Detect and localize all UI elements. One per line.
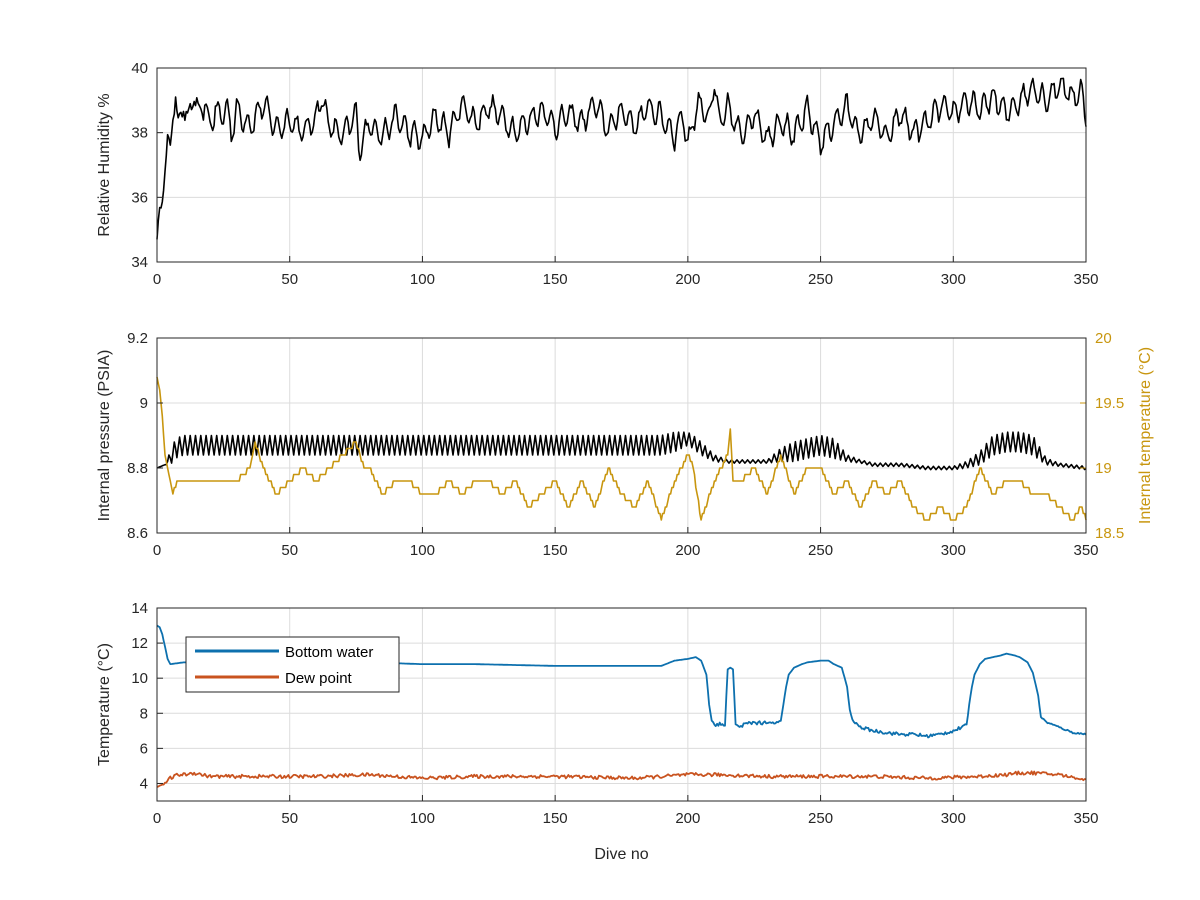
humidity-y-tick-label: 38 (131, 125, 148, 142)
pressure-x-tick-label: 100 (410, 542, 435, 559)
internal-temperature-line (156, 376, 1087, 521)
pressure-x-tick-label: 50 (281, 542, 298, 559)
humidity-x-tick-label: 0 (153, 271, 161, 288)
right-y-tick-label: 19.5 (1095, 395, 1124, 412)
pressure-x-tick-label: 200 (675, 542, 700, 559)
temperature-x-tick-label: 350 (1073, 810, 1098, 827)
humidity-x-tick-label: 150 (543, 271, 568, 288)
internal-temperature-y-axis-label: Internal temperature (°C) (1137, 347, 1154, 524)
pressure-y-tick-label: 8.8 (127, 460, 148, 477)
humidity-x-tick-label: 100 (410, 271, 435, 288)
legend-label-bottom-water: Bottom water (285, 644, 373, 661)
pressure-ticks: 0 50 100 150 200 250 300 350 8.6 8.8 9 9.2 18.5 19 19.… (127, 330, 1124, 559)
temperature-ticks: 0 50 100 150 200 250 300 350 4 6 8 10 12 14 (131, 600, 1098, 827)
humidity-x-tick-label: 350 (1073, 271, 1098, 288)
pressure-x-tick-label: 150 (543, 542, 568, 559)
humidity-series (156, 77, 1087, 240)
humidity-panel: 0 50 100 150 200 250 300 350 34 36 38 40 Relative H… (96, 60, 1099, 288)
right-y-tick-label: 20 (1095, 330, 1112, 347)
relative-humidity-line (156, 77, 1087, 240)
temperature-axes-box (156, 607, 1087, 802)
humidity-x-tick-label: 250 (808, 271, 833, 288)
pressure-series (156, 376, 1087, 521)
humidity-ticks: 0 50 100 150 200 250 300 350 34 36 38 40 (131, 60, 1098, 288)
temperature-x-tick-label: 0 (153, 810, 161, 827)
legend-box (185, 636, 400, 693)
pressure-x-tick-label: 250 (808, 542, 833, 559)
pressure-x-tick-label: 350 (1073, 542, 1098, 559)
humidity-y-axis-label: Relative Humidity % (96, 93, 113, 236)
temperature-y-axis-label: Temperature (°C) (96, 643, 113, 766)
pressure-x-tick-label: 300 (941, 542, 966, 559)
pressure-x-tick-label: 0 (153, 542, 161, 559)
right-y-tick-label: 18.5 (1095, 525, 1124, 542)
temperature-x-tick-label: 300 (941, 810, 966, 827)
humidity-y-tick-label: 34 (131, 254, 148, 271)
humidity-x-tick-label: 300 (941, 271, 966, 288)
pressure-y-tick-label: 9.2 (127, 330, 148, 347)
temperature-y-tick-label: 6 (140, 740, 148, 757)
humidity-y-tick-label: 36 (131, 189, 148, 206)
humidity-x-tick-label: 50 (281, 271, 298, 288)
temperature-y-tick-label: 12 (131, 635, 148, 652)
temperature-y-tick-label: 4 (140, 775, 148, 792)
internal-pressure-line (156, 431, 1087, 471)
pressure-y-tick-label: 8.6 (127, 525, 148, 542)
legend-label-dew-point: Dew point (285, 670, 353, 687)
temperature-x-tick-label: 100 (410, 810, 435, 827)
temperature-y-tick-label: 8 (140, 705, 148, 722)
x-axis-label: Dive no (594, 846, 648, 863)
temperature-x-tick-label: 200 (675, 810, 700, 827)
pressure-y-tick-label: 9 (140, 395, 148, 412)
pressure-panel: 0 50 100 150 200 250 300 350 8.6 8.8 9 9.2 18.5 19 19.… (96, 330, 1154, 559)
temperature-x-tick-label: 150 (543, 810, 568, 827)
pressure-axes-box (156, 337, 1087, 534)
humidity-axes-box (156, 67, 1087, 263)
dew-point-line (156, 770, 1087, 788)
temperature-panel: 0 50 100 150 200 250 300 350 4 6 8 10 12 14 Temperatu… (96, 600, 1099, 863)
right-y-tick-label: 19 (1095, 460, 1112, 477)
temperature-y-tick-label: 10 (131, 670, 148, 687)
temperature-x-tick-label: 50 (281, 810, 298, 827)
humidity-y-tick-label: 40 (131, 60, 148, 77)
temperature-x-tick-label: 250 (808, 810, 833, 827)
temperature-y-tick-label: 14 (131, 600, 148, 617)
legend: Bottom water Dew point (185, 636, 400, 693)
humidity-x-tick-label: 200 (675, 271, 700, 288)
pressure-y-axis-label: Internal pressure (PSIA) (96, 350, 113, 522)
